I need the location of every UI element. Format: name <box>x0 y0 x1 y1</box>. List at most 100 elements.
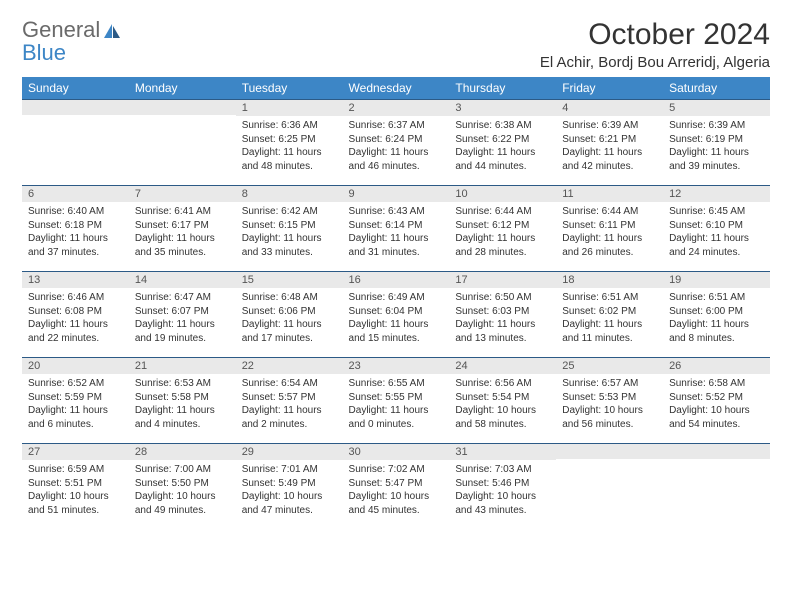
sunset-line: Sunset: 6:07 PM <box>135 305 230 319</box>
day-number-bar: 22 <box>236 357 343 374</box>
sunset-line: Sunset: 5:57 PM <box>242 391 337 405</box>
sunrise-line: Sunrise: 6:38 AM <box>455 119 550 133</box>
daylight-line: Daylight: 11 hours and 24 minutes. <box>669 232 764 259</box>
daylight-line: Daylight: 10 hours and 47 minutes. <box>242 490 337 517</box>
sunrise-line: Sunrise: 6:47 AM <box>135 291 230 305</box>
sunrise-line: Sunrise: 6:41 AM <box>135 205 230 219</box>
day-number-bar: 13 <box>22 271 129 288</box>
day-number-bar: 24 <box>449 357 556 374</box>
calendar-day-cell: 21Sunrise: 6:53 AMSunset: 5:58 PMDayligh… <box>129 357 236 443</box>
calendar-day-cell <box>129 99 236 185</box>
calendar-week-row: 6Sunrise: 6:40 AMSunset: 6:18 PMDaylight… <box>22 185 770 271</box>
sunset-line: Sunset: 5:47 PM <box>349 477 444 491</box>
daylight-line: Daylight: 11 hours and 4 minutes. <box>135 404 230 431</box>
calendar-week-row: 20Sunrise: 6:52 AMSunset: 5:59 PMDayligh… <box>22 357 770 443</box>
sunrise-line: Sunrise: 7:03 AM <box>455 463 550 477</box>
day-details: Sunrise: 7:03 AMSunset: 5:46 PMDaylight:… <box>449 460 556 521</box>
day-details: Sunrise: 6:36 AMSunset: 6:25 PMDaylight:… <box>236 116 343 177</box>
calendar-day-cell: 20Sunrise: 6:52 AMSunset: 5:59 PMDayligh… <box>22 357 129 443</box>
calendar-week-row: 13Sunrise: 6:46 AMSunset: 6:08 PMDayligh… <box>22 271 770 357</box>
daylight-line: Daylight: 11 hours and 0 minutes. <box>349 404 444 431</box>
daylight-line: Daylight: 11 hours and 48 minutes. <box>242 146 337 173</box>
day-details: Sunrise: 6:59 AMSunset: 5:51 PMDaylight:… <box>22 460 129 521</box>
daylight-line: Daylight: 11 hours and 44 minutes. <box>455 146 550 173</box>
day-number-bar: 28 <box>129 443 236 460</box>
calendar-day-cell: 26Sunrise: 6:58 AMSunset: 5:52 PMDayligh… <box>663 357 770 443</box>
sunrise-line: Sunrise: 6:52 AM <box>28 377 123 391</box>
daylight-line: Daylight: 11 hours and 31 minutes. <box>349 232 444 259</box>
calendar-day-cell: 27Sunrise: 6:59 AMSunset: 5:51 PMDayligh… <box>22 443 129 529</box>
day-number-bar: 16 <box>343 271 450 288</box>
sunset-line: Sunset: 5:49 PM <box>242 477 337 491</box>
day-number-bar: 17 <box>449 271 556 288</box>
brand-line2: Blue <box>22 41 100 64</box>
day-details: Sunrise: 6:44 AMSunset: 6:11 PMDaylight:… <box>556 202 663 263</box>
calendar-day-cell: 25Sunrise: 6:57 AMSunset: 5:53 PMDayligh… <box>556 357 663 443</box>
daylight-line: Daylight: 11 hours and 35 minutes. <box>135 232 230 259</box>
month-title: October 2024 <box>540 18 770 52</box>
sunset-line: Sunset: 6:22 PM <box>455 133 550 147</box>
brand-logo: General Blue <box>22 18 122 64</box>
day-number-bar: 11 <box>556 185 663 202</box>
sunrise-line: Sunrise: 6:59 AM <box>28 463 123 477</box>
day-details: Sunrise: 6:53 AMSunset: 5:58 PMDaylight:… <box>129 374 236 435</box>
calendar-day-cell: 9Sunrise: 6:43 AMSunset: 6:14 PMDaylight… <box>343 185 450 271</box>
sunrise-line: Sunrise: 6:57 AM <box>562 377 657 391</box>
day-details: Sunrise: 6:45 AMSunset: 6:10 PMDaylight:… <box>663 202 770 263</box>
day-number-bar <box>129 99 236 115</box>
daylight-line: Daylight: 11 hours and 19 minutes. <box>135 318 230 345</box>
calendar-week-row: 1Sunrise: 6:36 AMSunset: 6:25 PMDaylight… <box>22 99 770 185</box>
sunrise-line: Sunrise: 6:49 AM <box>349 291 444 305</box>
daylight-line: Daylight: 11 hours and 17 minutes. <box>242 318 337 345</box>
sunset-line: Sunset: 6:06 PM <box>242 305 337 319</box>
day-details: Sunrise: 6:47 AMSunset: 6:07 PMDaylight:… <box>129 288 236 349</box>
calendar-day-cell: 1Sunrise: 6:36 AMSunset: 6:25 PMDaylight… <box>236 99 343 185</box>
day-number-bar: 9 <box>343 185 450 202</box>
calendar-body: 1Sunrise: 6:36 AMSunset: 6:25 PMDaylight… <box>22 99 770 529</box>
brand-line1: General <box>22 17 100 42</box>
sunset-line: Sunset: 5:51 PM <box>28 477 123 491</box>
calendar-day-cell: 8Sunrise: 6:42 AMSunset: 6:15 PMDaylight… <box>236 185 343 271</box>
sunset-line: Sunset: 6:02 PM <box>562 305 657 319</box>
day-details: Sunrise: 6:42 AMSunset: 6:15 PMDaylight:… <box>236 202 343 263</box>
day-details: Sunrise: 6:55 AMSunset: 5:55 PMDaylight:… <box>343 374 450 435</box>
sunset-line: Sunset: 6:17 PM <box>135 219 230 233</box>
calendar-day-cell: 22Sunrise: 6:54 AMSunset: 5:57 PMDayligh… <box>236 357 343 443</box>
sunrise-line: Sunrise: 6:40 AM <box>28 205 123 219</box>
daylight-line: Daylight: 11 hours and 28 minutes. <box>455 232 550 259</box>
calendar-day-cell: 12Sunrise: 6:45 AMSunset: 6:10 PMDayligh… <box>663 185 770 271</box>
calendar-day-cell: 14Sunrise: 6:47 AMSunset: 6:07 PMDayligh… <box>129 271 236 357</box>
sunset-line: Sunset: 5:53 PM <box>562 391 657 405</box>
daylight-line: Daylight: 11 hours and 2 minutes. <box>242 404 337 431</box>
sunset-line: Sunset: 6:08 PM <box>28 305 123 319</box>
calendar-day-cell <box>22 99 129 185</box>
weekday-header: Friday <box>556 77 663 99</box>
day-number-bar <box>663 443 770 459</box>
day-details: Sunrise: 6:49 AMSunset: 6:04 PMDaylight:… <box>343 288 450 349</box>
calendar-day-cell: 30Sunrise: 7:02 AMSunset: 5:47 PMDayligh… <box>343 443 450 529</box>
sunset-line: Sunset: 5:54 PM <box>455 391 550 405</box>
day-number-bar: 30 <box>343 443 450 460</box>
day-details: Sunrise: 6:58 AMSunset: 5:52 PMDaylight:… <box>663 374 770 435</box>
header: General Blue October 2024 El Achir, Bord… <box>22 18 770 71</box>
daylight-line: Daylight: 11 hours and 11 minutes. <box>562 318 657 345</box>
day-number-bar: 2 <box>343 99 450 116</box>
day-details: Sunrise: 7:00 AMSunset: 5:50 PMDaylight:… <box>129 460 236 521</box>
day-details: Sunrise: 6:52 AMSunset: 5:59 PMDaylight:… <box>22 374 129 435</box>
daylight-line: Daylight: 11 hours and 22 minutes. <box>28 318 123 345</box>
sunset-line: Sunset: 5:55 PM <box>349 391 444 405</box>
daylight-line: Daylight: 11 hours and 15 minutes. <box>349 318 444 345</box>
calendar-day-cell: 18Sunrise: 6:51 AMSunset: 6:02 PMDayligh… <box>556 271 663 357</box>
day-details: Sunrise: 6:51 AMSunset: 6:02 PMDaylight:… <box>556 288 663 349</box>
day-details: Sunrise: 6:56 AMSunset: 5:54 PMDaylight:… <box>449 374 556 435</box>
day-details: Sunrise: 6:41 AMSunset: 6:17 PMDaylight:… <box>129 202 236 263</box>
sunset-line: Sunset: 6:21 PM <box>562 133 657 147</box>
day-number-bar: 19 <box>663 271 770 288</box>
sunrise-line: Sunrise: 7:01 AM <box>242 463 337 477</box>
sunset-line: Sunset: 5:50 PM <box>135 477 230 491</box>
day-details: Sunrise: 6:48 AMSunset: 6:06 PMDaylight:… <box>236 288 343 349</box>
day-number-bar: 10 <box>449 185 556 202</box>
sunset-line: Sunset: 6:19 PM <box>669 133 764 147</box>
day-number-bar: 21 <box>129 357 236 374</box>
calendar-day-cell: 17Sunrise: 6:50 AMSunset: 6:03 PMDayligh… <box>449 271 556 357</box>
